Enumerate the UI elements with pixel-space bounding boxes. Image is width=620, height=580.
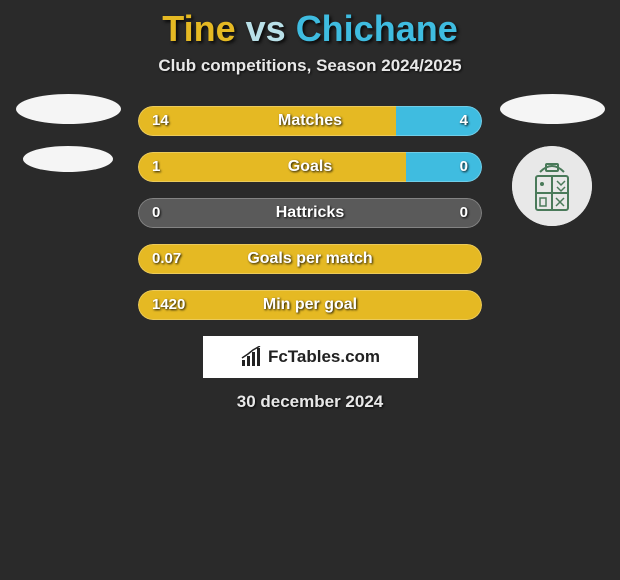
bars-container: Matches144Goals10Hattricks00Goals per ma… — [138, 106, 482, 320]
bar-stat-label: Min per goal — [138, 290, 482, 320]
bar-stat-label: Hattricks — [138, 198, 482, 228]
player-right-name: Chichane — [296, 8, 458, 49]
bar-left-value: 0.07 — [152, 244, 181, 274]
right-team-oval — [500, 94, 605, 124]
bar-right-value: 4 — [460, 106, 468, 136]
bar-right-value: 0 — [460, 152, 468, 182]
bar-left-value: 1 — [152, 152, 160, 182]
bar-left-value: 0 — [152, 198, 160, 228]
right-logo-column — [492, 94, 612, 226]
bar-stat-label: Matches — [138, 106, 482, 136]
right-team-crest — [512, 146, 592, 226]
bar-left-value: 14 — [152, 106, 169, 136]
stat-bar-row: Goals per match0.07 — [138, 244, 482, 274]
stats-area: Matches144Goals10Hattricks00Goals per ma… — [0, 106, 620, 320]
left-logo-column — [8, 94, 128, 194]
subtitle: Club competitions, Season 2024/2025 — [0, 56, 620, 76]
brand-text: FcTables.com — [268, 347, 380, 367]
stat-bar-row: Min per goal1420 — [138, 290, 482, 320]
left-team-oval-2 — [23, 146, 113, 172]
date-label: 30 december 2024 — [0, 392, 620, 412]
brand-box: FcTables.com — [203, 336, 418, 378]
stat-bar-row: Goals1 0 — [138, 152, 482, 182]
stat-bar-row: Matches14 4 — [138, 106, 482, 136]
comparison-title: Tine vs Chichane — [0, 0, 620, 50]
vs-label: vs — [246, 8, 286, 49]
bar-stat-label: Goals per match — [138, 244, 482, 274]
stat-bar-row: Hattricks0 0 — [138, 198, 482, 228]
player-left-name: Tine — [162, 8, 235, 49]
bar-left-value: 1420 — [152, 290, 185, 320]
brand-chart-icon — [240, 346, 264, 368]
bar-right-value: 0 — [460, 198, 468, 228]
bar-stat-label: Goals — [138, 152, 482, 182]
left-team-oval-1 — [16, 94, 121, 124]
